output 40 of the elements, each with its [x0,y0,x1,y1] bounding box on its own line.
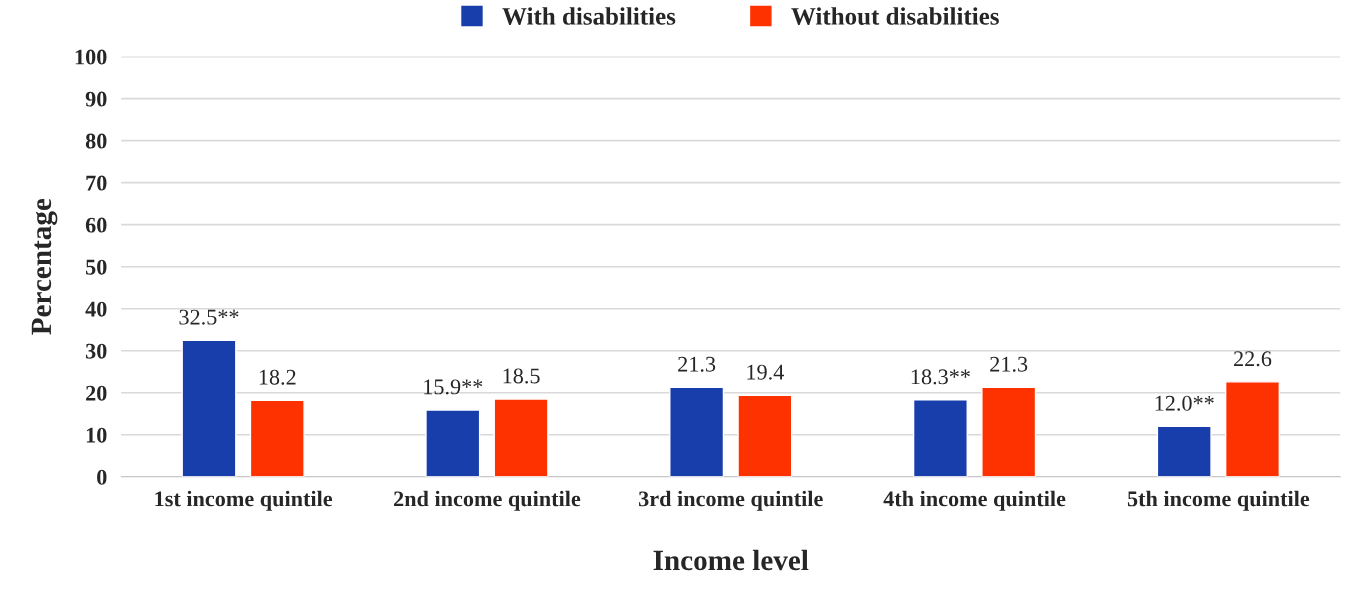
y-tick-label: 80 [85,133,107,149]
bar [425,409,481,477]
bar [981,386,1037,477]
x-tick-label: 2nd income quintile [394,490,581,511]
data-label: 12.0** [1155,395,1214,411]
x-tick-label: 3rd income quintile [638,490,823,511]
legend-label: Without disabilities [791,7,999,25]
y-tick-label: 0 [97,469,107,485]
data-label: 21.3 [678,356,716,372]
y-tick-label: 100 [75,49,107,65]
y-tick-label: 30 [85,343,107,359]
data-label: 32.5** [179,309,239,325]
y-tick-label: 20 [86,385,107,401]
data-label: 19.4 [747,364,784,380]
y-axis-title: Percentage [31,198,58,335]
x-tick-label: 1st income quintile [155,490,333,511]
y-tick-label: 90 [85,91,107,107]
data-label: 21.3 [990,356,1028,372]
bar [912,399,968,477]
bar [1224,381,1281,477]
y-tick-label: 40 [85,301,107,317]
bar [181,339,237,477]
y-tick-label: 60 [85,217,107,233]
data-label: 18.5 [503,368,540,384]
x-axis-title: Income level [653,549,809,571]
x-tick-label: 5th income quintile [1127,490,1310,511]
x-tick-label: 4th income quintile [883,490,1066,511]
legend-label: With disabilities [502,7,676,25]
bar [1156,425,1212,477]
data-label: 18.2 [259,369,296,385]
bar [737,394,793,477]
y-tick-label: 70 [86,175,107,191]
data-label: 15.9** [424,379,483,395]
bar [493,398,549,477]
y-tick-label: 50 [86,259,107,275]
data-label: 18.3** [911,369,970,385]
bar [669,386,725,477]
data-label: 22.6 [1234,351,1272,367]
bar [249,399,305,477]
y-tick-label: 10 [86,427,107,443]
